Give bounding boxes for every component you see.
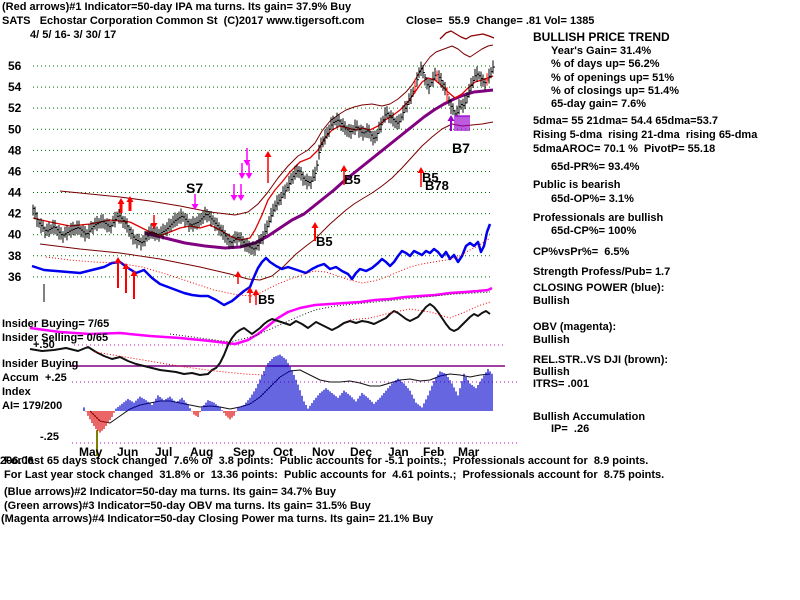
plus-25-label: +.25: [45, 372, 67, 384]
price-tick-label: 50: [8, 122, 22, 136]
signal-label: B5: [316, 234, 333, 249]
month-label: May: [79, 445, 103, 459]
price-tick-label: 36: [8, 270, 22, 284]
upper-band: [59, 44, 494, 216]
stat-cp-vs-pr: CP%vsPr%= 6.5%: [533, 246, 630, 258]
price-bars: [32, 60, 495, 256]
date-range: 4/ 5/ 16- 3/ 30/ 17: [30, 29, 117, 41]
stat-65day-gain: 65-day gain= 7.6%: [551, 98, 647, 110]
relstr-state: Bullish: [533, 366, 570, 378]
stat-aroc-pivot: 5dmaAROC= 70.1 % PivotP= 55.18: [533, 143, 716, 155]
ai-value: AI= 179/200: [2, 400, 63, 412]
stat-openings-up: % of openings up= 51%: [551, 72, 675, 84]
month-label: Mar: [458, 445, 480, 459]
signal-label: B5: [344, 172, 361, 187]
price-tick-label: 38: [8, 249, 22, 263]
price-tick-label: 42: [8, 207, 22, 221]
professional-sentiment: Professionals are bullish: [533, 212, 664, 224]
relstr-heading: REL.STR..VS DJI (brown):: [533, 354, 669, 366]
accumulation-histogram: [83, 354, 493, 433]
title-squiggle: [439, 30, 495, 40]
stat-dmas: 5dma= 55 21dma= 54.4 65dma=53.7: [533, 115, 718, 127]
obv: [29, 286, 493, 346]
closing-power: [31, 223, 492, 307]
minus-25-label: -.25: [40, 431, 59, 443]
accumulation-heading: Bullish Accumulation: [533, 411, 646, 423]
y-axis-labels: 56 54 52 50 48 46 44 42 40 38 36: [8, 59, 22, 284]
index-label: Index: [2, 386, 31, 398]
month-label: Oct: [273, 445, 293, 459]
lower-band: [39, 121, 494, 281]
stat-rising-dmas: Rising 5-dma rising 21-dma rising 65-dma: [533, 129, 758, 141]
violet-hatch-marker: [454, 115, 470, 131]
price-tick-label: 54: [8, 80, 22, 94]
price-tick-label: 44: [8, 186, 22, 200]
price-gridlines: [33, 65, 493, 278]
ma-5day: [32, 75, 494, 241]
insider-selling-count: Insider Selling= 0/65: [2, 332, 109, 344]
price-tick-label: 40: [8, 228, 22, 242]
quote-line: Close= 55.9 Change= .81 Vol= 1385: [406, 15, 595, 27]
symbol-title: SATS Echostar Corporation Common St (C)2…: [2, 15, 365, 27]
price-tick-label: 52: [8, 101, 22, 115]
price-tick-label: 56: [8, 59, 22, 73]
obv-heading: OBV (magenta):: [533, 321, 617, 333]
price-tick-label: 48: [8, 143, 22, 157]
month-label: Dec: [350, 445, 372, 459]
price-tick-label: 46: [8, 164, 22, 178]
footer-65day-summary: For last 65 days stock changed 7.6% or 3…: [1, 455, 649, 467]
month-label: Jul: [155, 445, 172, 459]
ma-65day: [144, 88, 494, 250]
panel-title: BULLISH PRICE TREND: [533, 30, 670, 44]
month-label: Sep: [233, 445, 255, 459]
relative-strength: [29, 303, 491, 376]
rs-ma-dotted-a: [94, 351, 266, 376]
closing-power-state: Bullish: [533, 295, 570, 307]
stat-years-gain: Year's Gain= 31.4%: [551, 45, 652, 57]
signal-label: B5: [422, 170, 439, 185]
signal-label: B7: [452, 140, 470, 156]
stat-65d-cp: 65d-CP%= 100%: [551, 225, 637, 237]
signal-label: B78: [425, 178, 449, 193]
ip-value: IP= .26: [551, 423, 590, 435]
month-label: Feb: [423, 445, 444, 459]
cp-ma-dotted: [45, 237, 491, 297]
plus-50-label: +.50: [33, 339, 55, 351]
stat-days-up: % of days up= 56.2%: [551, 58, 660, 70]
signal-label: S7: [186, 180, 203, 196]
insider-buying-title: Insider Buying: [2, 358, 79, 370]
stat-65d-op: 65d-OP%= 3.1%: [551, 193, 634, 205]
month-label: Aug: [190, 445, 213, 459]
month-label: Nov: [312, 445, 335, 459]
month-label: Jan: [388, 445, 409, 459]
footer-overlap-number: 206.06: [0, 455, 34, 467]
month-label: Jun: [117, 445, 138, 459]
insider-buying-count: Insider Buying= 7/65: [2, 318, 110, 330]
obv-state: Bullish: [533, 334, 570, 346]
closing-power-heading: CLOSING POWER (blue):: [533, 282, 665, 294]
signal-label: B5: [258, 292, 275, 307]
indicator3-summary: (Green arrows)#3 Indicator=50-day OBV ma…: [4, 500, 371, 512]
rs-ma-dotted-b: [349, 301, 491, 321]
stat-closings-up: % of closings up= 51.4%: [551, 85, 680, 97]
public-sentiment: Public is bearish: [533, 179, 621, 191]
obv-ma-dotted: [169, 291, 491, 343]
indicator2-summary: (Blue arrows)#2 Indicator=50-day ma turn…: [4, 486, 336, 498]
indicator4-summary: (Magenta arrows)#4 Indicator=50-day Clos…: [1, 513, 434, 525]
indicator1-summary: (Red arrows)#1 Indicator=50-day IPA ma t…: [2, 1, 352, 13]
accum-label: Accum: [2, 372, 39, 384]
signal-arrows: [114, 115, 455, 305]
stat-65d-pr: 65d-PR%= 93.4%: [551, 161, 640, 173]
itrs-value: ITRS= .001: [533, 378, 589, 390]
footer-year-summary: For Last year stock changed 31.8% or 13.…: [1, 469, 665, 481]
stat-strength-ratio: Strength Profess/Pub= 1.7: [533, 266, 671, 278]
x-axis-month-labels: May Jun Jul Aug Sep Oct Nov Dec Jan Feb Mar: [79, 445, 480, 459]
